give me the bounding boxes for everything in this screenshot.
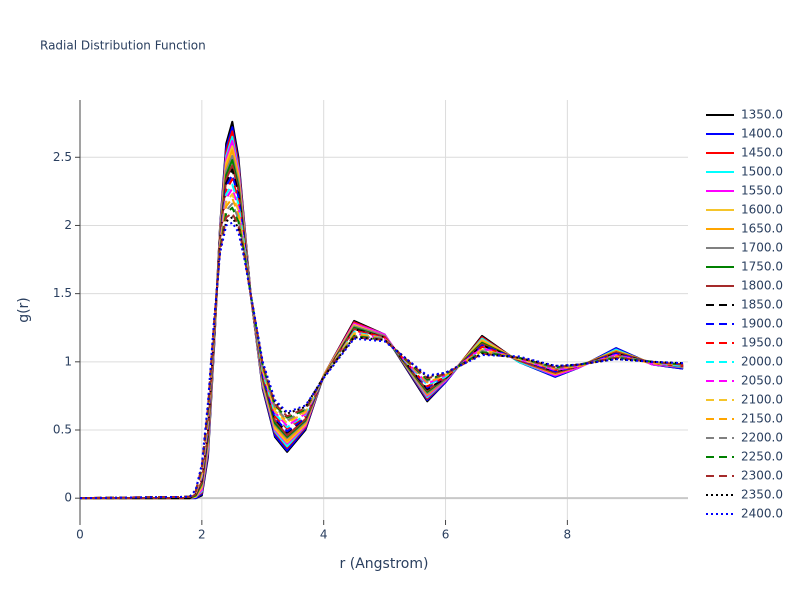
y-tick-label: 2 — [64, 218, 72, 232]
legend-label: 2250.0 — [741, 450, 783, 464]
series-line — [80, 135, 684, 500]
legend-label: 2350.0 — [741, 488, 783, 502]
legend-label: 1600.0 — [741, 203, 783, 217]
legend-label: 1850.0 — [741, 298, 783, 312]
legend-label: 2300.0 — [741, 469, 783, 483]
series-line — [79, 197, 684, 500]
series-line — [80, 120, 684, 500]
legend-label: 1450.0 — [741, 146, 783, 160]
series-line — [79, 193, 684, 500]
series-line — [80, 159, 684, 500]
x-axis-title: r (Angstrom) — [340, 556, 429, 572]
y-tick-label: 1 — [64, 354, 72, 368]
series-line — [80, 130, 684, 500]
legend-label: 1550.0 — [741, 184, 783, 198]
legend-label: 1900.0 — [741, 317, 783, 331]
legend-label: 1750.0 — [741, 260, 783, 274]
series-line — [80, 139, 684, 500]
series-line — [79, 206, 684, 500]
series-line — [79, 216, 684, 500]
plot-lines — [79, 120, 684, 500]
x-tick-label: 6 — [442, 528, 450, 542]
legend-label: 1700.0 — [741, 241, 783, 255]
y-tick-label: 0 — [64, 491, 72, 505]
series-line — [80, 154, 684, 500]
legend-label: 2100.0 — [741, 393, 783, 407]
y-tick-label: 2.5 — [53, 150, 72, 164]
legend-label: 2050.0 — [741, 374, 783, 388]
series-line — [79, 187, 684, 500]
grid: 0 2 4 6 8 0 0.5 1 1.5 2 2.5 — [53, 100, 688, 542]
legend-label: 2200.0 — [741, 431, 783, 445]
legend-label: 1400.0 — [741, 127, 783, 141]
legend-label: 1500.0 — [741, 165, 783, 179]
x-tick-label: 8 — [564, 528, 572, 542]
legend-label: 2400.0 — [741, 507, 783, 521]
y-axis-title: g(r) — [16, 297, 32, 323]
legend-label: 1800.0 — [741, 279, 783, 293]
chart-title: Radial Distribution Function — [40, 39, 206, 53]
x-tick-label: 4 — [320, 528, 328, 542]
series-line — [80, 149, 684, 500]
series-line — [79, 212, 684, 500]
x-tick-label: 0 — [76, 528, 84, 542]
x-tick-label: 2 — [198, 528, 206, 542]
legend-label: 2150.0 — [741, 412, 783, 426]
series-line — [80, 126, 684, 500]
series-line — [80, 145, 684, 500]
series-line — [79, 202, 684, 500]
series-line — [79, 174, 684, 500]
legend-label: 1650.0 — [741, 222, 783, 236]
y-tick-label: 1.5 — [53, 286, 72, 300]
legend: 1350.0 1400.0 1450.0 1500.0 1550.0 1600.0 1650… — [706, 108, 783, 521]
series-line — [80, 164, 684, 500]
series-line — [79, 183, 684, 500]
y-tick-label: 0.5 — [53, 423, 72, 437]
legend-label: 1950.0 — [741, 336, 783, 350]
legend-label: 2000.0 — [741, 355, 783, 369]
legend-label: 1350.0 — [741, 108, 783, 122]
